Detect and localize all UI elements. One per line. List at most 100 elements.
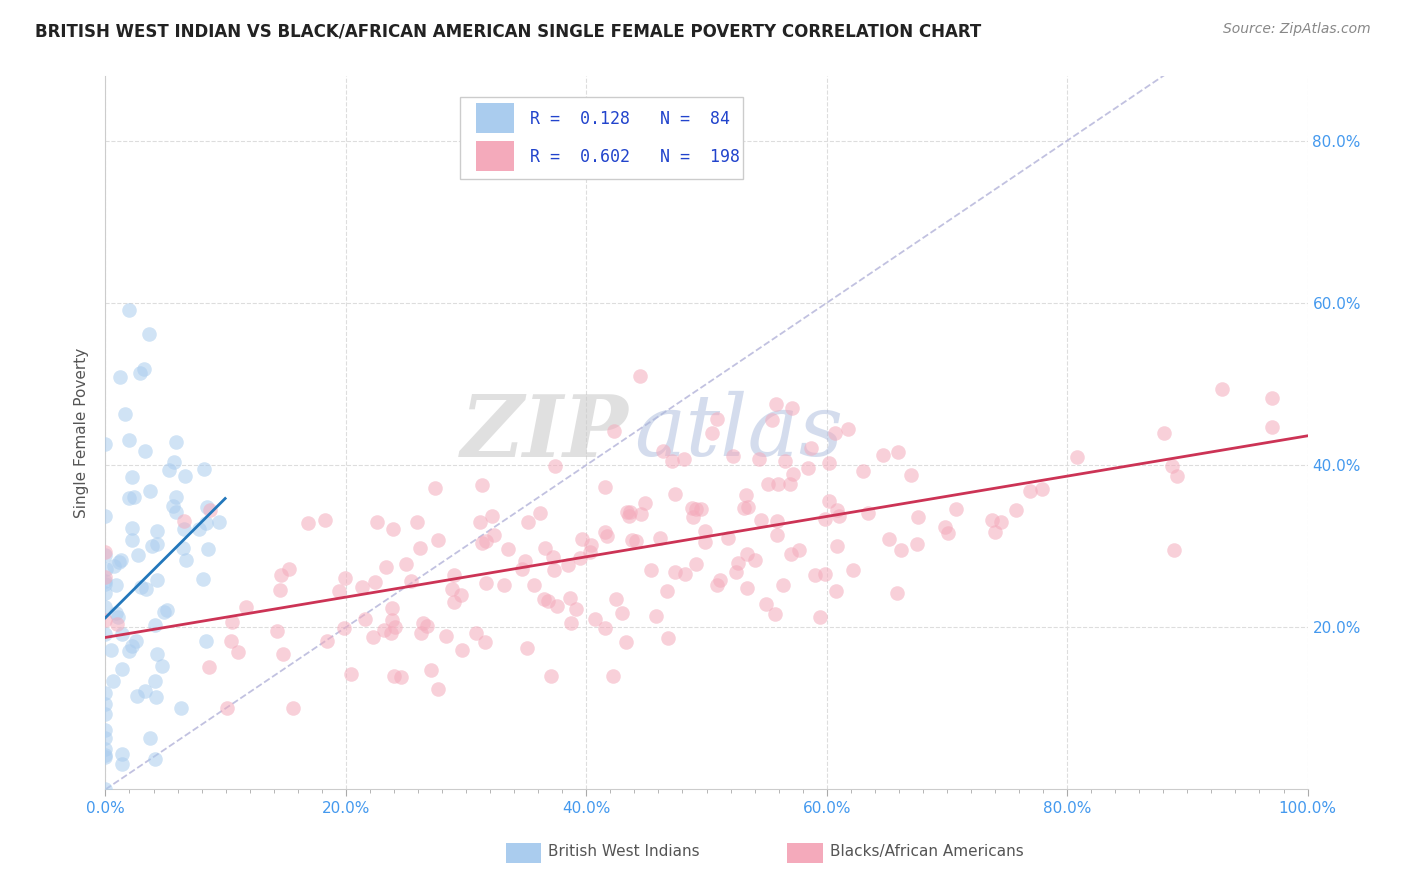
Point <box>193 461 215 475</box>
Point <box>900 467 922 482</box>
Point <box>139 483 162 498</box>
Point <box>721 449 744 463</box>
Point <box>546 599 568 614</box>
Point <box>765 397 787 411</box>
Point <box>139 731 162 745</box>
Point <box>94 569 117 583</box>
Point <box>775 454 797 468</box>
Point <box>94 600 117 615</box>
Point <box>814 512 837 526</box>
Point <box>412 616 434 631</box>
Point <box>905 537 928 551</box>
Point <box>416 619 439 633</box>
Point <box>824 426 846 441</box>
Point <box>596 529 619 543</box>
Point <box>187 523 209 537</box>
Point <box>544 458 567 473</box>
Point <box>474 576 496 591</box>
Point <box>94 548 117 562</box>
Point <box>787 542 810 557</box>
Point <box>217 701 239 715</box>
Point <box>111 626 134 640</box>
Point <box>110 553 132 567</box>
Point <box>664 487 686 501</box>
Point <box>219 634 242 648</box>
Point <box>782 467 804 481</box>
Point <box>852 465 875 479</box>
Point <box>381 613 404 627</box>
Point <box>980 513 1002 527</box>
Point <box>1066 450 1088 464</box>
Point <box>640 563 662 577</box>
Point <box>523 578 546 592</box>
Point <box>693 524 716 538</box>
Point <box>94 782 117 797</box>
Point <box>824 583 846 598</box>
Point <box>375 559 398 574</box>
Point <box>111 747 134 762</box>
Point <box>270 567 292 582</box>
Point <box>872 448 894 462</box>
Point <box>384 619 406 633</box>
Point <box>450 588 472 602</box>
Point <box>1211 382 1233 396</box>
Point <box>984 525 1007 540</box>
Point <box>595 525 617 540</box>
Point <box>94 747 117 762</box>
Point <box>685 502 707 516</box>
Point <box>121 639 143 653</box>
Point <box>235 600 257 615</box>
Point <box>94 576 117 591</box>
Point <box>105 617 128 632</box>
Point <box>818 456 841 470</box>
Point <box>195 500 218 514</box>
Point <box>617 508 640 523</box>
Point <box>152 659 174 673</box>
Point <box>94 749 117 764</box>
Point <box>534 541 557 555</box>
Point <box>395 557 418 571</box>
Point <box>877 533 900 547</box>
Point <box>174 552 197 566</box>
Point <box>127 549 149 563</box>
Point <box>761 413 783 427</box>
Point <box>129 580 152 594</box>
Point <box>630 508 652 522</box>
Point <box>440 582 463 596</box>
FancyBboxPatch shape <box>460 97 742 179</box>
Point <box>735 547 758 561</box>
Point <box>451 642 474 657</box>
Point <box>737 500 759 514</box>
Point <box>1160 458 1182 473</box>
Point <box>825 540 848 554</box>
Point <box>389 670 412 684</box>
Point <box>717 531 740 545</box>
Point <box>193 573 215 587</box>
Point <box>702 426 724 441</box>
Point <box>907 510 929 524</box>
Point <box>579 538 602 552</box>
Point <box>655 583 678 598</box>
Point <box>173 514 195 528</box>
Point <box>1260 391 1282 405</box>
Text: Blacks/African Americans: Blacks/African Americans <box>830 845 1024 859</box>
Point <box>195 633 218 648</box>
Text: British West Indians: British West Indians <box>548 845 700 859</box>
Text: atlas: atlas <box>634 392 844 474</box>
Point <box>645 608 668 623</box>
Point <box>934 520 956 534</box>
Point <box>197 660 219 674</box>
Point <box>172 541 194 555</box>
Point <box>278 562 301 576</box>
Point <box>560 615 582 630</box>
Point <box>543 563 565 577</box>
Point <box>145 647 167 661</box>
Point <box>94 508 117 523</box>
Point <box>380 625 402 640</box>
Point <box>94 686 117 700</box>
Point <box>779 547 801 561</box>
Point <box>411 626 433 640</box>
Point <box>380 601 402 615</box>
Point <box>122 491 145 505</box>
Point <box>162 499 184 513</box>
